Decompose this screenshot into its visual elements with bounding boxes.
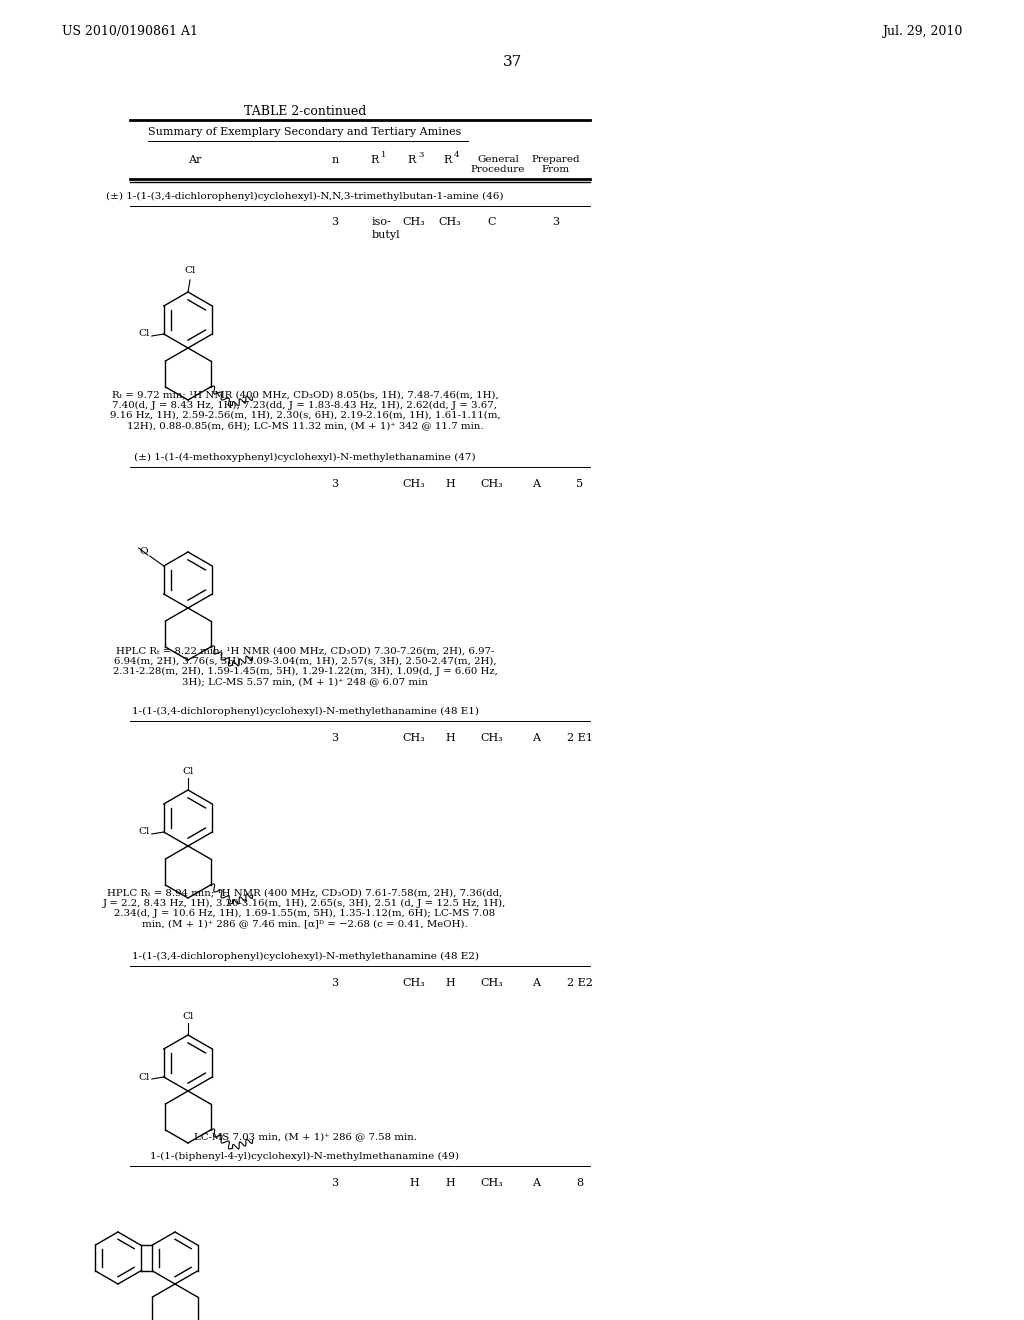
Text: Ar: Ar <box>188 154 202 165</box>
Text: butyl: butyl <box>372 230 400 240</box>
Text: 3: 3 <box>332 216 339 227</box>
Text: Cl: Cl <box>182 767 194 776</box>
Text: 2 E1: 2 E1 <box>567 733 593 743</box>
Text: Prepared
From: Prepared From <box>531 154 581 174</box>
Text: 1: 1 <box>381 150 386 158</box>
Text: TABLE 2-continued: TABLE 2-continued <box>244 106 367 117</box>
Text: HPLC Rₜ = 8.22 min; ¹H NMR (400 MHz, CD₃OD) 7.30-7.26(m, 2H), 6.97-
6.94(m, 2H),: HPLC Rₜ = 8.22 min; ¹H NMR (400 MHz, CD₃… <box>113 645 498 686</box>
Text: US 2010/0190861 A1: US 2010/0190861 A1 <box>62 25 198 38</box>
Text: LC-MS 7.03 min, (M + 1)⁺ 286 @ 7.58 min.: LC-MS 7.03 min, (M + 1)⁺ 286 @ 7.58 min. <box>194 1133 417 1140</box>
Text: 1-(1-(3,4-dichlorophenyl)cyclohexyl)-N-methylethanamine (48 E2): 1-(1-(3,4-dichlorophenyl)cyclohexyl)-N-m… <box>131 952 478 961</box>
Text: CH₃: CH₃ <box>402 216 425 227</box>
Text: Cl: Cl <box>138 330 150 338</box>
Text: H: H <box>410 1177 419 1188</box>
Text: 8: 8 <box>577 1177 584 1188</box>
Text: 3: 3 <box>332 1177 339 1188</box>
Text: CH₃: CH₃ <box>480 733 504 743</box>
Text: 3: 3 <box>332 733 339 743</box>
Text: Cl: Cl <box>182 1012 194 1020</box>
Text: A: A <box>532 978 540 987</box>
Text: R: R <box>443 154 452 165</box>
Text: A: A <box>532 479 540 488</box>
Text: CH₃: CH₃ <box>438 216 462 227</box>
Text: 4: 4 <box>454 150 460 158</box>
Text: HPLC Rₜ = 8.94 min; ¹H NMR (400 MHz, CD₃OD) 7.61-7.58(m, 2H), 7.36(dd,
J = 2.2, : HPLC Rₜ = 8.94 min; ¹H NMR (400 MHz, CD₃… <box>103 888 507 928</box>
Text: 2 E2: 2 E2 <box>567 978 593 987</box>
Text: H: H <box>445 733 455 743</box>
Text: Summary of Exemplary Secondary and Tertiary Amines: Summary of Exemplary Secondary and Terti… <box>148 127 462 137</box>
Text: iso-: iso- <box>372 216 392 227</box>
Text: 3: 3 <box>332 479 339 488</box>
Text: H: H <box>445 978 455 987</box>
Text: C: C <box>487 216 497 227</box>
Text: CH₃: CH₃ <box>402 479 425 488</box>
Text: 3: 3 <box>418 150 423 158</box>
Text: General
Procedure: General Procedure <box>471 154 525 174</box>
Text: 5: 5 <box>577 479 584 488</box>
Text: CH₃: CH₃ <box>480 978 504 987</box>
Text: A: A <box>532 733 540 743</box>
Text: A: A <box>532 1177 540 1188</box>
Text: 37: 37 <box>503 55 521 69</box>
Text: Rₜ = 9.72 min; ¹H NMR (400 MHz, CD₃OD) 8.05(bs, 1H), 7.48-7.46(m, 1H),
7.40(d, J: Rₜ = 9.72 min; ¹H NMR (400 MHz, CD₃OD) 8… <box>110 389 501 430</box>
Text: CH₃: CH₃ <box>402 978 425 987</box>
Text: 3: 3 <box>552 216 559 227</box>
Text: H: H <box>445 479 455 488</box>
Text: CH₃: CH₃ <box>480 1177 504 1188</box>
Text: R: R <box>407 154 416 165</box>
Text: O: O <box>139 546 147 556</box>
Text: 1-(1-(3,4-dichlorophenyl)cyclohexyl)-N-methylethanamine (48 E1): 1-(1-(3,4-dichlorophenyl)cyclohexyl)-N-m… <box>131 708 478 717</box>
Text: n: n <box>332 154 339 165</box>
Text: Cl: Cl <box>138 1072 150 1081</box>
Text: (±) 1-(1-(4-methoxyphenyl)cyclohexyl)-N-methylethanamine (47): (±) 1-(1-(4-methoxyphenyl)cyclohexyl)-N-… <box>134 453 476 462</box>
Text: H: H <box>445 1177 455 1188</box>
Text: (±) 1-(1-(3,4-dichlorophenyl)cyclohexyl)-N,N,3-trimethylbutan-1-amine (46): (±) 1-(1-(3,4-dichlorophenyl)cyclohexyl)… <box>106 191 504 201</box>
Text: CH₃: CH₃ <box>402 733 425 743</box>
Text: Cl: Cl <box>184 267 196 275</box>
Text: 3: 3 <box>332 978 339 987</box>
Text: CH₃: CH₃ <box>480 479 504 488</box>
Text: 1-(1-(biphenyl-4-yl)cyclohexyl)-N-methylmethanamine (49): 1-(1-(biphenyl-4-yl)cyclohexyl)-N-methyl… <box>151 1152 460 1162</box>
Text: R: R <box>370 154 378 165</box>
Text: Cl: Cl <box>138 828 150 837</box>
Text: Jul. 29, 2010: Jul. 29, 2010 <box>882 25 962 38</box>
